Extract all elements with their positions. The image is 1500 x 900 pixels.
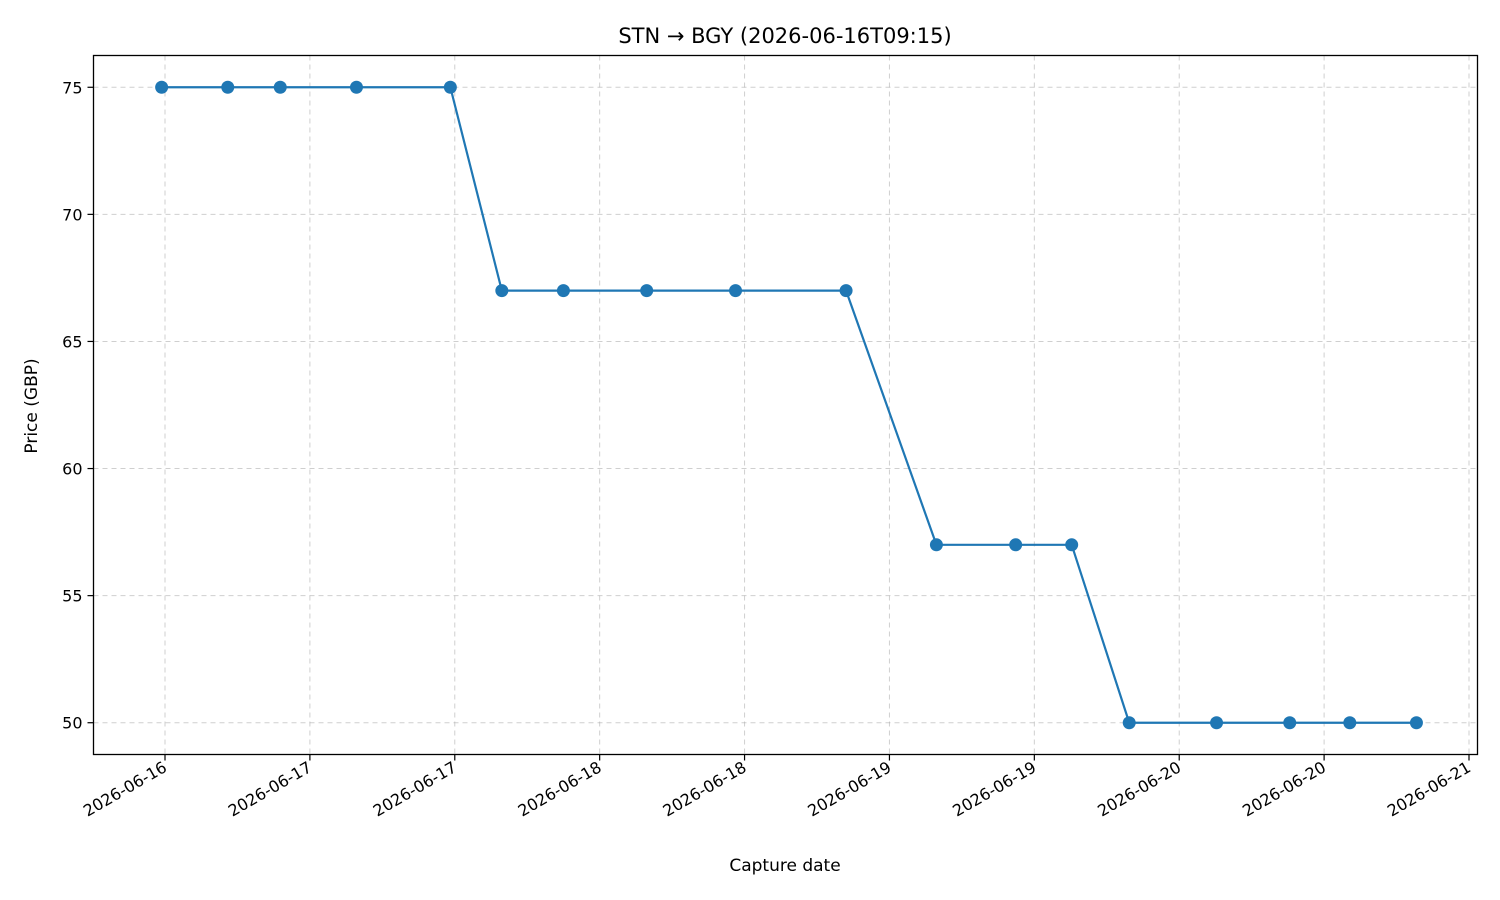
data-point bbox=[221, 80, 235, 94]
data-point bbox=[839, 284, 853, 298]
y-tick-label: 60 bbox=[62, 460, 82, 479]
series-price bbox=[155, 80, 1423, 730]
y-tick-label: 55 bbox=[62, 587, 82, 606]
series-line bbox=[161, 86, 1417, 724]
x-tick-label: 2026-06-17 bbox=[370, 758, 460, 821]
data-point bbox=[1283, 716, 1297, 730]
x-tick-label: 2026-06-17 bbox=[225, 758, 315, 821]
data-point bbox=[1122, 716, 1136, 730]
data-point bbox=[640, 284, 654, 298]
data-point bbox=[1409, 716, 1423, 730]
x-axis-ticks: 2026-06-16 2026-06-17 2026-06-17 2026-06-18… bbox=[80, 754, 1474, 821]
grid-layer bbox=[93, 55, 1478, 755]
data-point bbox=[729, 284, 743, 298]
data-point bbox=[1065, 538, 1079, 552]
x-axis-title: Capture date bbox=[729, 856, 840, 876]
y-tick-label: 65 bbox=[62, 332, 82, 351]
data-point bbox=[1343, 716, 1357, 730]
data-point bbox=[349, 80, 363, 94]
x-tick-label: 2026-06-20 bbox=[1094, 758, 1184, 821]
x-tick-label: 2026-06-19 bbox=[804, 758, 894, 821]
data-point bbox=[556, 284, 570, 298]
y-tick-label: 50 bbox=[62, 714, 82, 733]
data-point bbox=[929, 538, 943, 552]
x-tick-label: 2026-06-18 bbox=[515, 758, 605, 821]
x-tick-label: 2026-06-18 bbox=[660, 758, 750, 821]
x-tick-label: 2026-06-21 bbox=[1384, 758, 1474, 821]
x-tick-label: 2026-06-19 bbox=[949, 758, 1039, 821]
data-point bbox=[1009, 538, 1023, 552]
data-point bbox=[495, 284, 509, 298]
x-tick-label: 2026-06-16 bbox=[80, 758, 170, 821]
data-point bbox=[155, 80, 169, 94]
plot-frame bbox=[92, 54, 1479, 756]
y-axis-title: Price (GBP) bbox=[22, 358, 42, 453]
axes bbox=[92, 54, 1479, 756]
x-tick-label: 2026-06-20 bbox=[1239, 758, 1329, 821]
y-tick-label: 75 bbox=[62, 78, 82, 97]
y-tick-label: 70 bbox=[62, 205, 82, 224]
data-point bbox=[273, 80, 287, 94]
data-point bbox=[443, 80, 457, 94]
chart-title: STN → BGY (2026-06-16T09:15) bbox=[618, 24, 951, 48]
data-point bbox=[1210, 716, 1224, 730]
y-axis-ticks: 50 55 60 65 70 75 bbox=[62, 78, 94, 733]
